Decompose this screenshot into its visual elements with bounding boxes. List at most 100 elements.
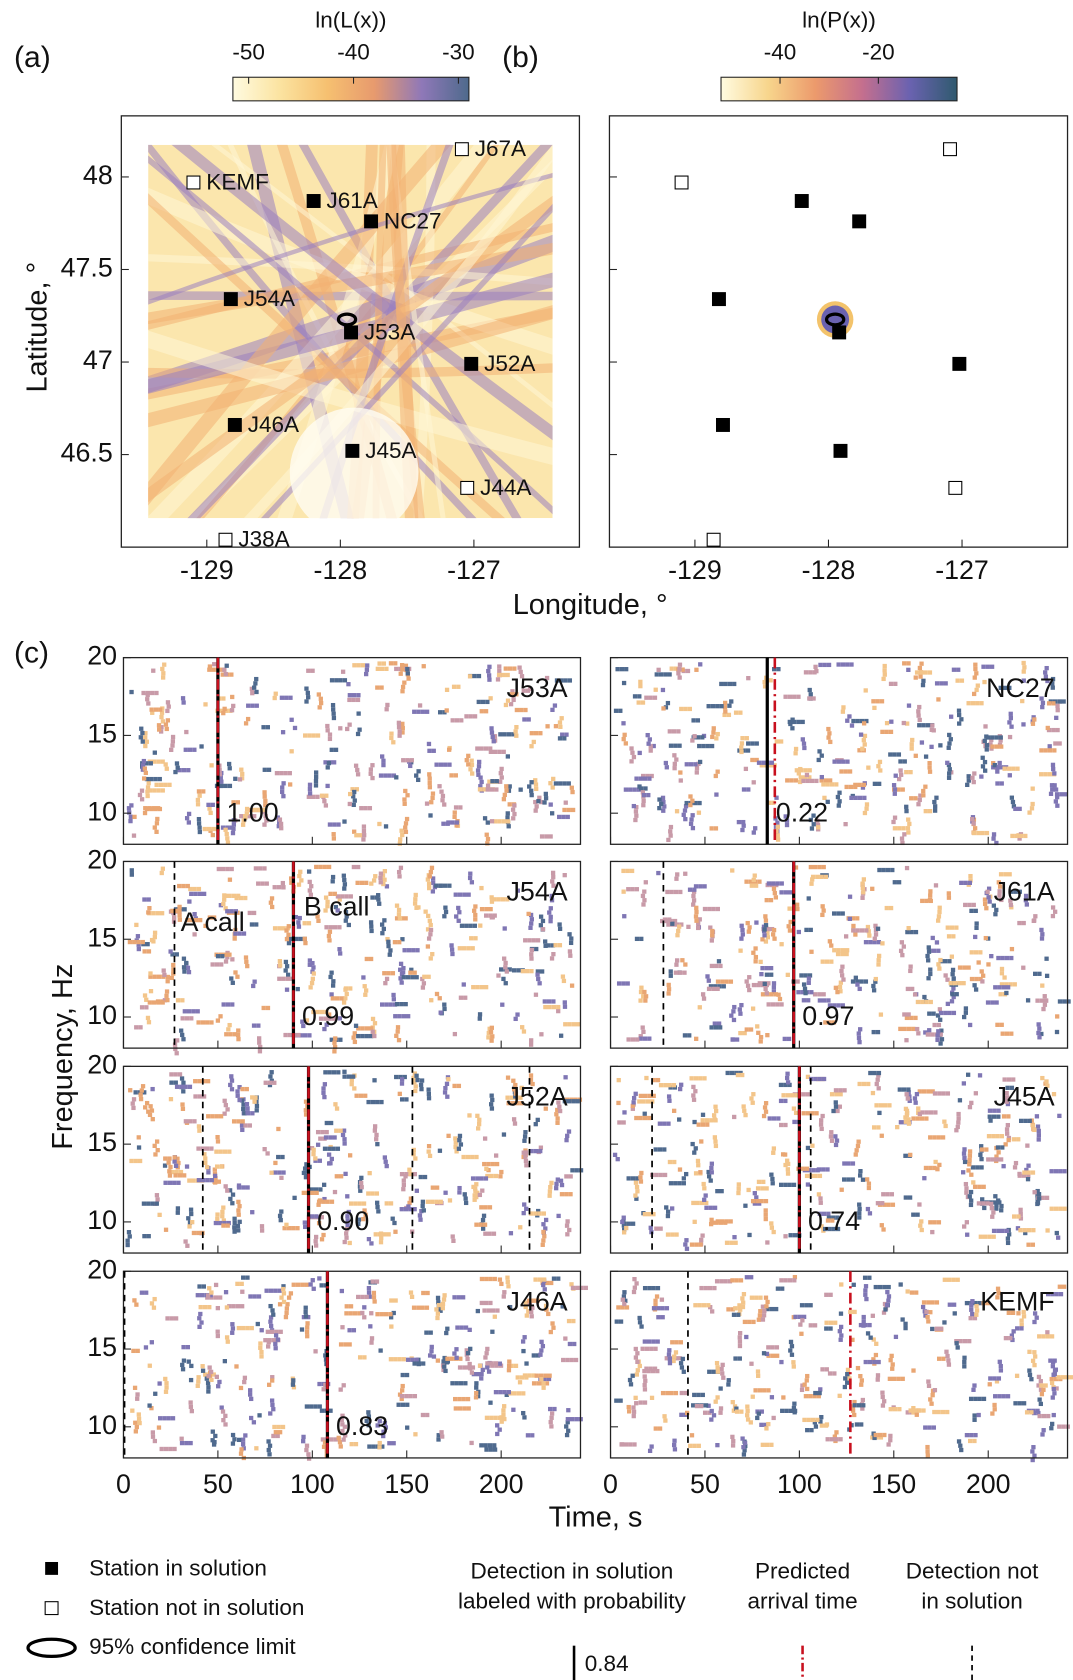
noise-pixel <box>319 697 323 701</box>
noise-pixel <box>366 1191 370 1195</box>
noise-pixel <box>822 992 826 996</box>
noise-pixel <box>252 980 256 984</box>
noise-pixel <box>421 1291 425 1295</box>
noise-pixel <box>814 779 818 783</box>
noise-pixel <box>731 1400 735 1404</box>
noise-pixel <box>484 1205 488 1209</box>
noise-pixel <box>397 1014 401 1018</box>
noise-pixel <box>1049 792 1053 796</box>
noise-pixel <box>935 1038 939 1042</box>
noise-pixel <box>368 1324 372 1328</box>
noise-pixel <box>765 991 769 995</box>
noise-pixel <box>969 909 973 913</box>
noise-pixel <box>431 1185 435 1189</box>
noise-pixel <box>490 1361 494 1365</box>
noise-pixel <box>367 1286 371 1290</box>
noise-pixel <box>452 1295 456 1299</box>
noise-pixel <box>329 971 333 975</box>
noise-pixel <box>855 916 859 920</box>
noise-pixel <box>345 1194 349 1198</box>
noise-pixel <box>285 1306 289 1310</box>
noise-pixel <box>932 1220 936 1224</box>
noise-pixel <box>430 952 434 956</box>
noise-pixel <box>930 1327 934 1331</box>
noise-pixel <box>429 1349 433 1353</box>
noise-pixel <box>383 1155 387 1159</box>
noise-pixel <box>190 1220 194 1224</box>
noise-pixel <box>468 1347 472 1351</box>
noise-pixel <box>809 928 813 932</box>
noise-pixel <box>324 925 328 929</box>
noise-pixel <box>506 819 510 823</box>
noise-pixel <box>221 1418 225 1422</box>
noise-pixel <box>493 1315 497 1319</box>
noise-pixel <box>148 1364 152 1368</box>
noise-pixel <box>759 960 763 964</box>
noise-pixel <box>934 796 938 800</box>
noise-pixel <box>762 1114 766 1118</box>
noise-pixel <box>139 1093 143 1097</box>
noise-pixel <box>427 1144 431 1148</box>
noise-pixel <box>373 1124 377 1128</box>
noise-pixel <box>379 880 383 884</box>
noise-pixel <box>658 1147 662 1151</box>
noise-pixel <box>563 1075 567 1079</box>
noise-pixel <box>732 1115 736 1119</box>
noise-pixel <box>332 1041 336 1045</box>
noise-pixel <box>426 1087 430 1091</box>
noise-pixel <box>521 969 525 973</box>
noise-pixel <box>867 1182 871 1186</box>
noise-pixel <box>236 1033 240 1037</box>
noise-pixel <box>678 675 682 679</box>
noise-pixel <box>1013 807 1017 811</box>
noise-pixel <box>284 968 288 972</box>
noise-pixel <box>397 940 401 944</box>
panel-label: (a) <box>14 41 51 74</box>
noise-pixel <box>532 740 536 744</box>
noise-pixel <box>691 1085 695 1089</box>
colorbar-label: ln(L(x)) <box>315 7 386 32</box>
noise-pixel <box>364 881 368 885</box>
noise-pixel <box>225 664 229 668</box>
noise-pixel <box>935 681 939 685</box>
noise-pixel <box>324 794 328 798</box>
noise-pixel <box>133 1421 137 1425</box>
noise-pixel <box>372 1078 376 1082</box>
noise-pixel <box>718 1411 722 1415</box>
noise-pixel <box>304 1314 308 1318</box>
noise-pixel <box>347 1328 351 1332</box>
noise-pixel <box>903 1115 907 1119</box>
noise-pixel <box>534 787 538 791</box>
noise-pixel <box>299 878 303 882</box>
noise-pixel <box>720 979 724 983</box>
noise-pixel <box>429 870 433 874</box>
noise-pixel <box>990 1206 994 1210</box>
noise-pixel <box>653 696 657 700</box>
noise-pixel <box>360 1185 364 1189</box>
noise-pixel <box>323 865 327 869</box>
noise-pixel <box>785 1076 789 1080</box>
noise-pixel <box>239 768 243 772</box>
noise-pixel <box>563 1022 567 1026</box>
noise-pixel <box>361 837 365 841</box>
noise-pixel <box>568 949 572 953</box>
noise-pixel <box>902 832 906 836</box>
noise-pixel <box>180 1437 184 1441</box>
noise-pixel <box>258 1049 262 1053</box>
noise-pixel <box>662 1147 666 1151</box>
noise-pixel <box>379 1240 383 1244</box>
noise-pixel <box>634 1401 638 1405</box>
colorbar-tick-label: -40 <box>764 40 797 65</box>
noise-pixel <box>225 1305 229 1309</box>
noise-pixel <box>522 1029 526 1033</box>
noise-pixel <box>688 794 692 798</box>
noise-pixel <box>932 1023 936 1027</box>
noise-pixel <box>535 1374 539 1378</box>
noise-pixel <box>501 673 505 677</box>
noise-pixel <box>201 789 205 793</box>
noise-pixel <box>134 1303 138 1307</box>
noise-pixel <box>570 1358 574 1362</box>
noise-pixel <box>997 985 1001 989</box>
noise-pixel <box>315 1191 319 1195</box>
noise-pixel <box>413 1432 417 1436</box>
